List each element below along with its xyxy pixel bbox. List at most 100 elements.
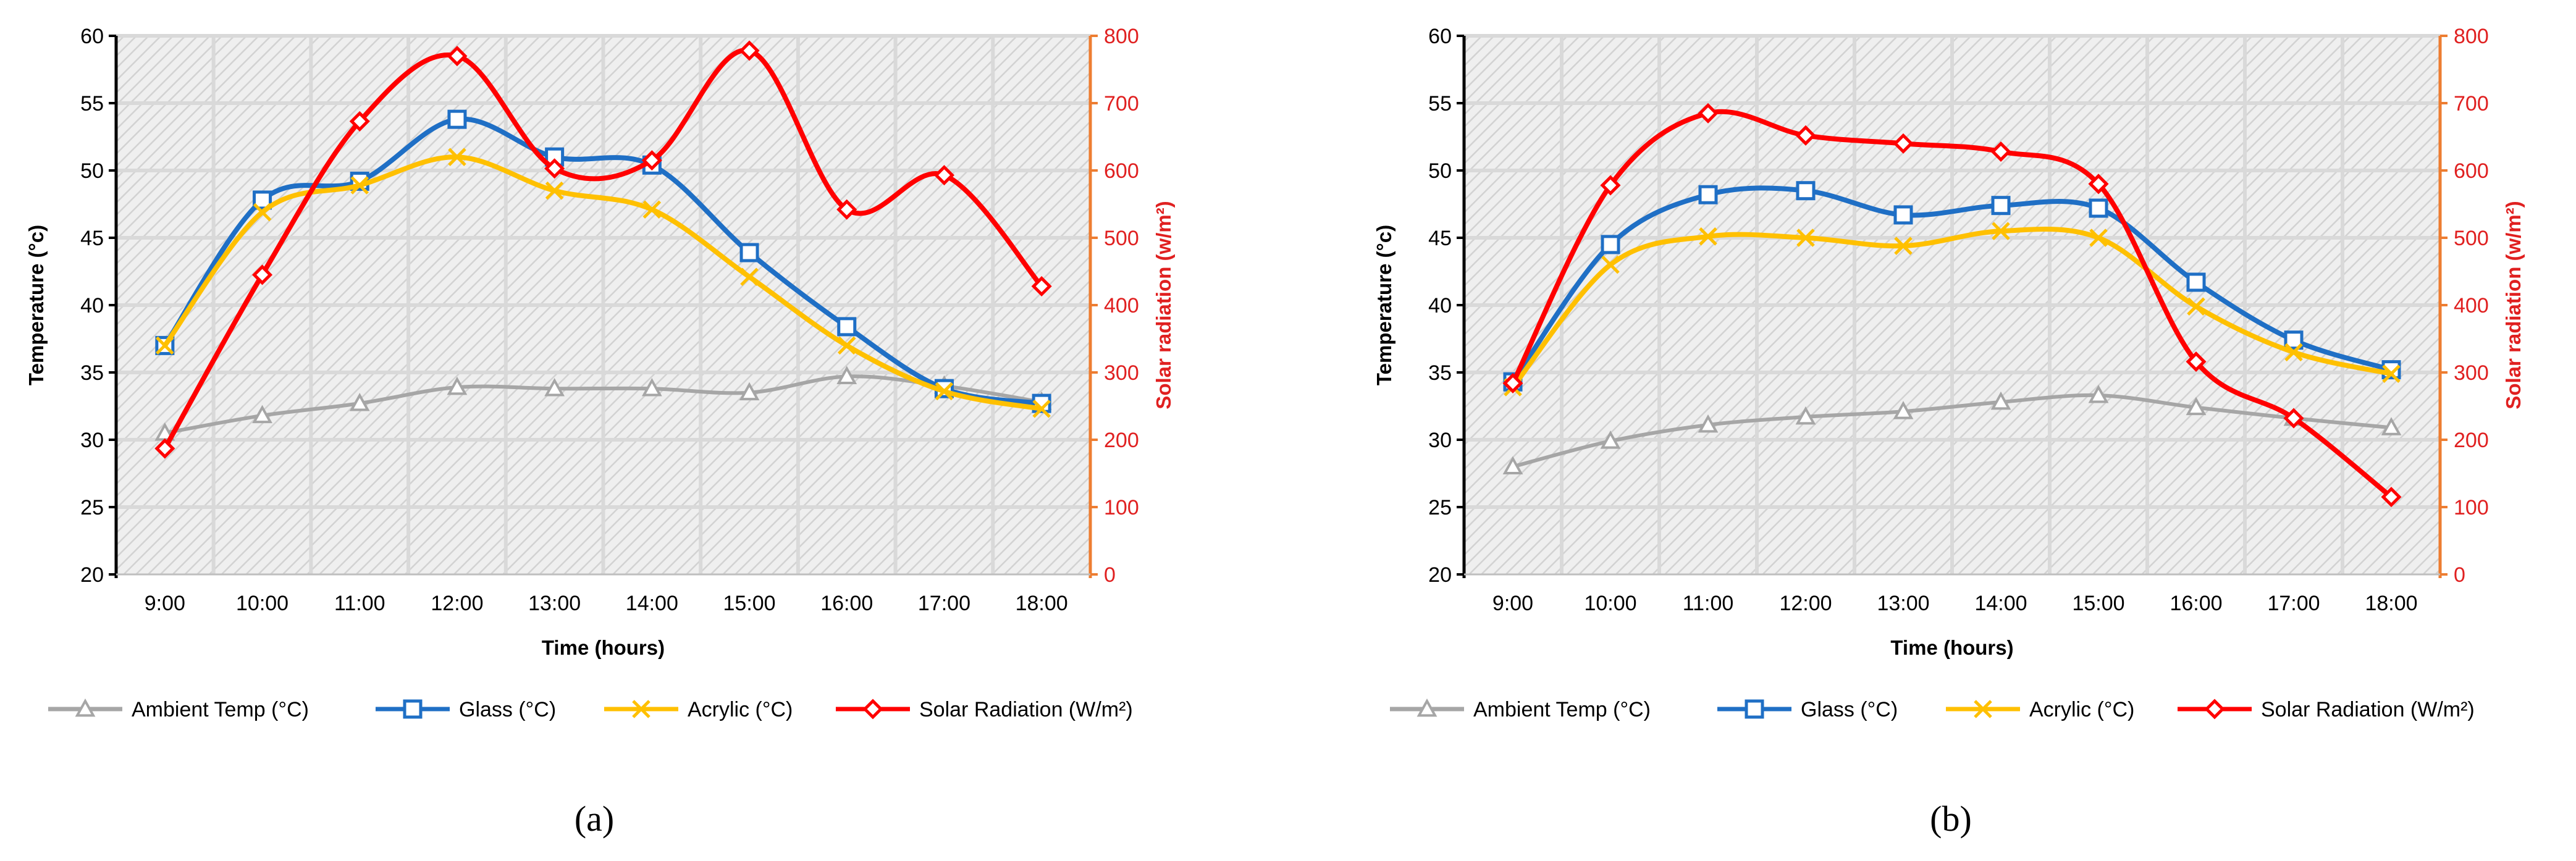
y-right-tick-label: 200 xyxy=(2454,429,2489,452)
y-tick-label: 30 xyxy=(80,429,104,452)
x-tick-label: 9:00 xyxy=(1492,592,1533,615)
glass-point xyxy=(837,317,857,337)
ambient-point xyxy=(1990,391,2011,410)
ambient-point xyxy=(2381,417,2402,435)
solar-point xyxy=(1990,141,2011,162)
legend-label-acrylic: Acrylic (°C) xyxy=(2029,698,2134,721)
x-tick-label: 9:00 xyxy=(145,592,185,615)
solar-point xyxy=(252,264,273,285)
x-axis-title: Time (hours) xyxy=(1890,636,2013,659)
series-ambient xyxy=(1502,384,2402,474)
ambient-point xyxy=(447,376,468,395)
glass-point xyxy=(2089,198,2108,218)
solar-point xyxy=(933,165,954,186)
glass-point xyxy=(1601,235,1620,254)
solar-point xyxy=(447,46,468,67)
glass-point xyxy=(1698,185,1718,204)
x-tick-label: 16:00 xyxy=(820,592,873,615)
acrylic-point xyxy=(2382,364,2401,383)
legend-marker-acrylic xyxy=(632,700,650,718)
acrylic-point xyxy=(2284,343,2303,362)
legend-label-glass: Glass (°C) xyxy=(1801,698,1898,721)
ambient-point xyxy=(1502,456,1523,474)
x-tick-label: 15:00 xyxy=(723,592,776,615)
y-right-tick-label: 400 xyxy=(2454,294,2489,317)
legend-marker-glass xyxy=(1745,699,1764,719)
x-tick-label: 10:00 xyxy=(236,592,288,615)
ambient-point xyxy=(2088,384,2109,403)
y-tick-label: 60 xyxy=(80,25,104,48)
legend-marker-acrylic xyxy=(1974,700,1992,718)
ambient-point xyxy=(1893,401,1914,419)
ambient-point xyxy=(1600,430,1621,449)
ambient-point xyxy=(1795,406,1816,425)
legend-marker-ambient xyxy=(1416,698,1437,717)
solar-point xyxy=(2186,351,2207,372)
y-tick-label: 45 xyxy=(1428,227,1452,250)
chart-a: 2025303540455055600100200300400500600700… xyxy=(25,25,1175,839)
y-tick-label: 45 xyxy=(80,227,104,250)
acrylic-point xyxy=(740,267,759,286)
y-right-tick-label: 700 xyxy=(1104,92,1139,116)
y-right-tick-label: 700 xyxy=(2454,92,2489,116)
legend-marker-glass xyxy=(403,699,423,719)
legend: Ambient Temp (°C) Glass (°C) Acrylic (°C) S… xyxy=(1390,698,2475,721)
acrylic-point xyxy=(156,336,174,355)
solar-point xyxy=(2381,487,2402,508)
glass-point xyxy=(1893,205,1913,225)
ambient-point xyxy=(544,378,565,397)
y-tick-label: 50 xyxy=(80,159,104,183)
acrylic-point xyxy=(1032,400,1051,418)
acrylic-point xyxy=(1992,222,2010,240)
y-right-tick-label: 600 xyxy=(2454,159,2489,183)
x-tick-label: 15:00 xyxy=(2072,592,2124,615)
ambient-point xyxy=(349,393,370,411)
ambient-point xyxy=(739,382,760,401)
chart-b: 2025303540455055600100200300400500600700… xyxy=(1373,25,2525,839)
y-tick-label: 40 xyxy=(80,294,104,317)
y-tick-label: 30 xyxy=(1428,429,1452,452)
ambient-point xyxy=(252,405,272,424)
legend-label-ambient: Ambient Temp (°C) xyxy=(132,698,309,721)
x-tick-label: 17:00 xyxy=(918,592,970,615)
acrylic-point xyxy=(1894,237,1913,255)
y-right-tick-label: 600 xyxy=(1104,159,1139,183)
acrylic-point xyxy=(837,336,856,355)
y-tick-label: 35 xyxy=(1428,361,1452,385)
ambient-point xyxy=(641,378,662,397)
y-right-tick-label: 800 xyxy=(2454,25,2489,48)
acrylic-point xyxy=(1601,255,1620,274)
y-tick-label: 60 xyxy=(1428,25,1452,48)
y-right-axis-title: Solar radiation (w/m²) xyxy=(1152,201,1175,409)
x-tick-label: 12:00 xyxy=(1779,592,1832,615)
x-tick-label: 10:00 xyxy=(1584,592,1636,615)
y-tick-label: 20 xyxy=(1428,563,1452,587)
x-tick-label: 18:00 xyxy=(1016,592,1068,615)
y-right-tick-label: 500 xyxy=(2454,227,2489,250)
acrylic-point xyxy=(545,181,564,200)
series-line-ambient xyxy=(162,374,1044,435)
ambient-point xyxy=(1698,414,1719,433)
solar-point xyxy=(1600,175,1621,196)
solar-point xyxy=(1031,275,1052,297)
solar-point xyxy=(836,199,857,220)
legend-label-acrylic: Acrylic (°C) xyxy=(688,698,793,721)
series-acrylic xyxy=(1504,222,2401,397)
x-tick-label: 13:00 xyxy=(528,592,581,615)
series-solar xyxy=(154,40,1052,459)
solar-point xyxy=(1502,372,1523,393)
series-glass xyxy=(1503,181,2401,392)
series-solar xyxy=(1502,103,2402,508)
y-tick-label: 50 xyxy=(1428,159,1452,183)
solar-point xyxy=(1795,125,1816,146)
legend-marker-ambient xyxy=(75,698,96,717)
y-right-tick-label: 500 xyxy=(1104,227,1139,250)
y-axis-title: Temperature (°c) xyxy=(1373,225,1395,385)
x-tick-label: 14:00 xyxy=(1974,592,2027,615)
acrylic-point xyxy=(1699,227,1717,246)
y-right-tick-label: 800 xyxy=(1104,25,1139,48)
solar-point xyxy=(2088,174,2109,195)
y-right-tick-label: 0 xyxy=(2454,563,2465,587)
glass-point xyxy=(1796,181,1816,201)
